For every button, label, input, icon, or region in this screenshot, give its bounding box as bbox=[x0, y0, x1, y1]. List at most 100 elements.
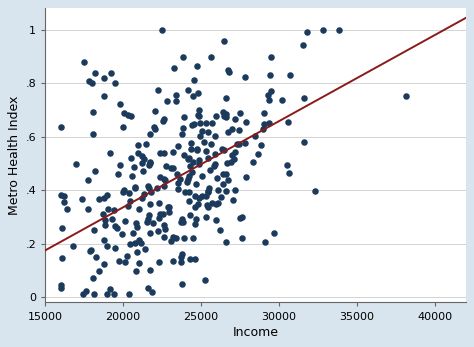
Point bbox=[232, 187, 239, 192]
Point bbox=[132, 268, 140, 273]
Point bbox=[195, 157, 203, 163]
Point bbox=[211, 134, 219, 139]
Point bbox=[135, 206, 143, 212]
Point bbox=[120, 187, 128, 192]
Point bbox=[188, 122, 196, 128]
Point bbox=[194, 112, 202, 118]
Point bbox=[169, 149, 177, 155]
Point bbox=[134, 249, 141, 255]
Point bbox=[119, 124, 127, 130]
Point bbox=[194, 90, 201, 96]
Point bbox=[189, 170, 196, 175]
Point bbox=[185, 198, 193, 204]
Point bbox=[261, 121, 268, 127]
Point bbox=[195, 107, 202, 113]
Point bbox=[230, 156, 238, 162]
Point bbox=[144, 285, 152, 290]
Point bbox=[242, 174, 250, 179]
Point bbox=[136, 237, 143, 243]
Point bbox=[206, 168, 213, 173]
Point bbox=[189, 236, 197, 241]
Point bbox=[285, 170, 293, 175]
Point bbox=[86, 248, 94, 254]
Point bbox=[111, 223, 118, 229]
Point bbox=[249, 159, 256, 164]
Point bbox=[270, 230, 278, 236]
Point bbox=[88, 81, 96, 86]
Point bbox=[159, 211, 167, 217]
Point bbox=[85, 78, 92, 83]
Point bbox=[238, 235, 246, 241]
Point bbox=[224, 177, 232, 183]
Point bbox=[261, 240, 269, 245]
Point bbox=[100, 75, 108, 81]
Point bbox=[174, 186, 182, 191]
Point bbox=[138, 153, 146, 158]
Point bbox=[135, 261, 143, 266]
Point bbox=[185, 189, 192, 194]
Point bbox=[191, 121, 198, 126]
Point bbox=[58, 256, 65, 261]
Point bbox=[121, 218, 129, 224]
Point bbox=[109, 217, 116, 222]
Point bbox=[123, 254, 131, 259]
Point bbox=[196, 120, 204, 125]
Point bbox=[115, 259, 123, 264]
Point bbox=[209, 121, 216, 126]
Point bbox=[212, 113, 220, 119]
Point bbox=[142, 246, 149, 252]
Point bbox=[96, 268, 103, 273]
Point bbox=[151, 124, 158, 130]
Point bbox=[160, 235, 167, 240]
Point bbox=[219, 146, 226, 152]
Point bbox=[163, 163, 170, 169]
Point bbox=[158, 27, 166, 33]
Point bbox=[127, 198, 134, 204]
Point bbox=[91, 168, 99, 174]
Point bbox=[163, 99, 171, 104]
Point bbox=[170, 165, 177, 170]
Point bbox=[138, 161, 146, 166]
Point bbox=[265, 120, 273, 125]
Point bbox=[146, 161, 154, 166]
Point bbox=[198, 173, 206, 178]
Point bbox=[174, 180, 182, 186]
Point bbox=[187, 146, 195, 152]
Point bbox=[119, 189, 127, 195]
Point bbox=[203, 203, 211, 208]
Point bbox=[182, 189, 189, 194]
Point bbox=[220, 38, 228, 44]
Point bbox=[89, 132, 97, 137]
Point bbox=[259, 126, 267, 132]
Point bbox=[238, 214, 246, 219]
Point bbox=[106, 150, 113, 156]
Point bbox=[172, 98, 179, 103]
Point bbox=[160, 183, 168, 189]
Point bbox=[64, 206, 71, 212]
Point bbox=[105, 206, 112, 212]
Point bbox=[236, 110, 244, 116]
Point bbox=[219, 109, 226, 115]
Point bbox=[57, 124, 64, 129]
Point bbox=[114, 171, 121, 177]
Point bbox=[184, 176, 192, 182]
Point bbox=[243, 119, 250, 125]
Point bbox=[155, 87, 162, 93]
Point bbox=[139, 168, 146, 174]
Point bbox=[174, 143, 182, 149]
Point bbox=[177, 254, 185, 260]
Point bbox=[311, 188, 319, 194]
Point bbox=[147, 189, 155, 195]
Point bbox=[208, 141, 215, 147]
Point bbox=[202, 194, 210, 199]
Point bbox=[254, 152, 262, 157]
Point bbox=[224, 129, 232, 134]
Point bbox=[211, 151, 219, 157]
Point bbox=[225, 69, 233, 75]
Point bbox=[241, 74, 249, 79]
Point bbox=[143, 219, 151, 225]
Point bbox=[146, 201, 154, 207]
Point bbox=[164, 204, 172, 209]
Point bbox=[95, 196, 103, 201]
Point bbox=[222, 188, 230, 194]
